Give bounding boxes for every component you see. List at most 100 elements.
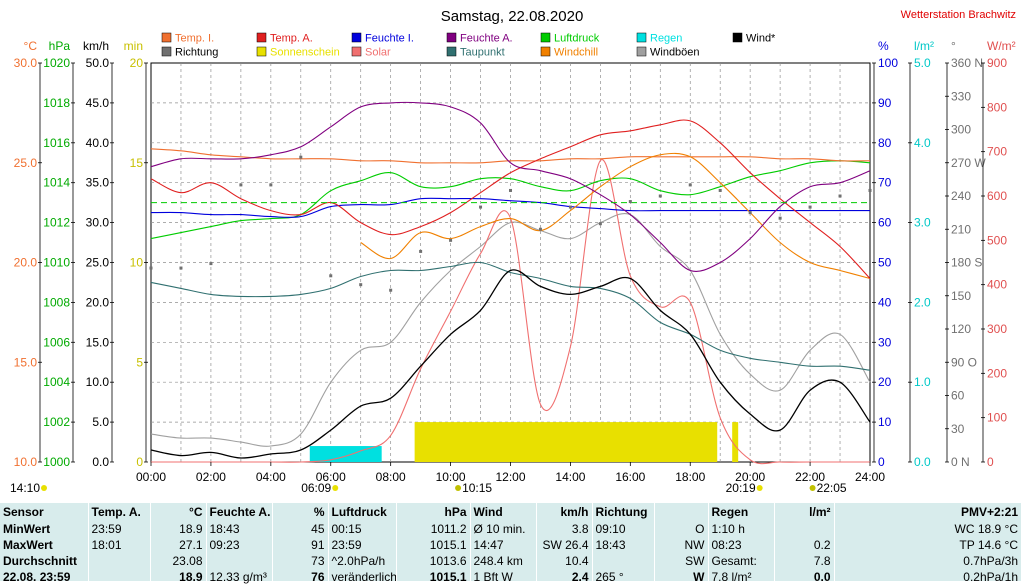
direction-point bbox=[628, 200, 632, 204]
direction-point bbox=[479, 205, 483, 209]
x-tick-label: 04:00 bbox=[256, 470, 286, 484]
astro-marker-label: 20:19 bbox=[726, 481, 756, 495]
axis-tick-label: 0 N bbox=[951, 455, 970, 469]
direction-point bbox=[868, 188, 872, 192]
axis-tick-label: 20 bbox=[130, 56, 144, 70]
axis-unit-label: hPa bbox=[49, 39, 71, 53]
legend-label: Windchill bbox=[554, 47, 598, 59]
axis-tick-label: 240 bbox=[951, 189, 971, 203]
axis-tick-label: 20.0 bbox=[14, 256, 38, 270]
stats-cell: W bbox=[653, 569, 708, 585]
axis-tick-label: 60 bbox=[951, 389, 965, 403]
series-line-solar bbox=[151, 159, 870, 465]
stats-cell: Luftdruck bbox=[327, 503, 396, 521]
stats-cell: Wind bbox=[469, 503, 536, 521]
chart-legend: Temp. I. Temp. A. Feuchte I. Feuchte A. Luft… bbox=[161, 33, 776, 59]
stats-cell: 08:23 bbox=[707, 537, 774, 553]
moonrise-label: 14:10 bbox=[10, 481, 40, 495]
stats-cell: Durchschnitt bbox=[3, 554, 78, 568]
series-line-windb-en bbox=[150, 213, 871, 447]
axis-unit-label: ° bbox=[951, 39, 956, 53]
direction-point bbox=[449, 238, 453, 242]
stats-cell: 3.8 bbox=[535, 521, 592, 537]
stats-cell: 18:43 bbox=[591, 537, 654, 553]
axis-tick-label: 180 S bbox=[951, 256, 982, 270]
direction-point bbox=[419, 249, 423, 253]
axis-tick-label: 50 bbox=[878, 256, 892, 270]
stats-cell: 45 bbox=[271, 521, 328, 537]
series-line-wind bbox=[150, 269, 871, 459]
axis-tick-label: 15 bbox=[130, 156, 144, 170]
astro-marker-label: 06:09 bbox=[301, 481, 331, 495]
astro-marker-label: 22:05 bbox=[817, 481, 847, 495]
axis-tick-label: 90 bbox=[878, 96, 892, 110]
stats-cell: 1015.1 bbox=[395, 537, 470, 553]
stats-cell: ^2.0hPa/h bbox=[327, 553, 396, 569]
stats-cell: Regen bbox=[707, 503, 774, 521]
axis-tick-label: 300 bbox=[987, 322, 1007, 336]
stats-cell: PMV+2:21 bbox=[833, 503, 1021, 521]
x-tick-label: 12:00 bbox=[495, 470, 525, 484]
stats-cell: 91 bbox=[271, 537, 328, 553]
sunshine-bar bbox=[732, 422, 739, 462]
astro-marker-dot bbox=[756, 485, 763, 491]
axis-tick-label: 1010 bbox=[43, 256, 70, 270]
stats-row: MaxWert 18:01 27.1 09:23 91 23:59 1015.1 14:47 S… bbox=[0, 537, 1021, 553]
series-line-temp-i bbox=[150, 148, 871, 164]
stats-cell: veränderlich bbox=[327, 569, 396, 585]
axis-tick-label: 300 bbox=[951, 123, 971, 137]
series-line-temp-a bbox=[150, 119, 871, 279]
legend-label: Regen bbox=[650, 33, 682, 45]
axis-unit-labels: °C hPa km/h min% l/m² ° W/m² bbox=[24, 39, 1016, 53]
axis-tick-label: 1002 bbox=[43, 415, 70, 429]
axis-tick-label: 1018 bbox=[43, 96, 70, 110]
direction-point bbox=[538, 227, 542, 231]
axis-tick-label: 25.0 bbox=[14, 156, 38, 170]
axis-tick-label: 25.0 bbox=[86, 256, 110, 270]
stats-cell: 1013.6 bbox=[395, 553, 470, 569]
legend-swatch bbox=[446, 46, 457, 57]
x-tick-label: 18:00 bbox=[675, 470, 705, 484]
stats-cell: Gesamt: bbox=[707, 553, 774, 569]
chart-series bbox=[149, 101, 872, 465]
axis-unit-label: km/h bbox=[83, 39, 109, 53]
axis-tick-label: 700 bbox=[987, 145, 1007, 159]
legend-swatch bbox=[540, 46, 551, 57]
stats-cell: 23:59 bbox=[87, 521, 150, 537]
stats-cell: 10.4 bbox=[535, 553, 592, 569]
axis-tick-label: 10.0 bbox=[86, 375, 110, 389]
direction-point bbox=[778, 216, 782, 220]
direction-point bbox=[359, 283, 363, 287]
stats-cell: km/h bbox=[535, 503, 592, 521]
direction-point bbox=[718, 188, 722, 192]
stats-cell: O bbox=[653, 521, 708, 537]
sunshine-bar bbox=[414, 422, 718, 462]
axis-tick-label: 500 bbox=[987, 233, 1007, 247]
stats-row: 22.08. 23:59 18.9 12.33 g/m³ 76 veränderlich… bbox=[0, 569, 1021, 585]
axis-tick-label: 0.0 bbox=[914, 455, 931, 469]
series-line-taupunkt bbox=[150, 261, 871, 371]
legend-swatch bbox=[161, 46, 172, 57]
statistics-table: Sensor Temp. A. °C Feuchte A.% Luftdruck hPa W… bbox=[0, 503, 1021, 585]
chart-grid bbox=[150, 62, 871, 463]
stats-cell: 2.4 bbox=[535, 569, 592, 585]
axis-tick-label: 100 bbox=[987, 411, 1007, 425]
station-name: Wetterstation Brachwitz bbox=[901, 9, 1016, 21]
axis-tick-label: 10.0 bbox=[14, 455, 38, 469]
stats-cell: 1:10 h bbox=[707, 521, 774, 537]
stats-cell: 248.4 km bbox=[469, 553, 536, 569]
direction-point bbox=[838, 194, 842, 198]
axis-tick-label: 30.0 bbox=[14, 56, 38, 70]
stats-cell: SW bbox=[653, 553, 708, 569]
axis-tick-label: 40 bbox=[878, 295, 892, 309]
stats-cell bbox=[87, 569, 150, 585]
axis-tick-label: 150 bbox=[951, 289, 971, 303]
astro-marker-label: 10:15 bbox=[462, 481, 492, 495]
direction-point bbox=[598, 222, 602, 226]
legend-label: Taupunkt bbox=[460, 47, 505, 59]
axis-unit-label: W/m² bbox=[987, 39, 1016, 53]
stats-cell bbox=[87, 553, 150, 569]
stats-cell: 1 Bft W bbox=[469, 569, 536, 585]
axis-tick-label: 30 bbox=[951, 422, 965, 436]
axis-tick-label: 1006 bbox=[43, 335, 70, 349]
